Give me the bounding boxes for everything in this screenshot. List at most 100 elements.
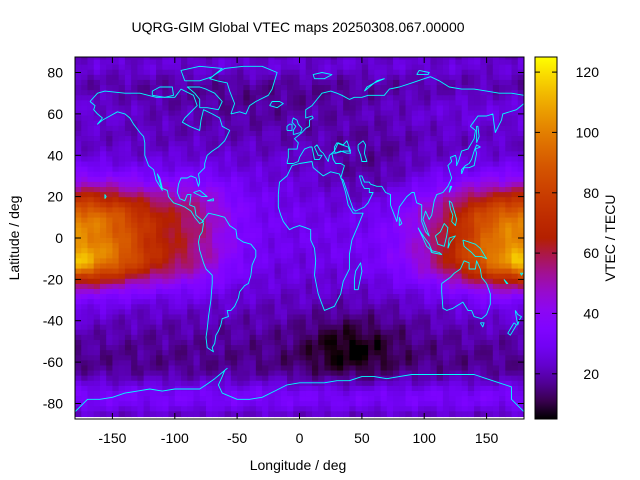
heatmap-cell (474, 365, 481, 372)
heatmap-cell (324, 401, 332, 407)
heatmap-cell (517, 125, 524, 132)
heatmap-cell (511, 222, 519, 229)
heatmap-cell (137, 263, 145, 270)
heatmap-cell (517, 176, 524, 183)
heatmap-cell (480, 212, 488, 219)
heatmap-cell (262, 166, 269, 173)
heatmap-cell (474, 115, 481, 122)
heatmap-cell (156, 390, 163, 397)
heatmap-cell (174, 268, 182, 275)
heatmap-cell (467, 385, 475, 392)
heatmap-cell (374, 151, 382, 158)
heatmap-cell (99, 136, 107, 142)
heatmap-cell (205, 57, 213, 61)
heatmap-cell (511, 130, 519, 137)
heatmap-cell (181, 299, 188, 305)
heatmap-cell (156, 105, 163, 112)
heatmap-cell (343, 212, 350, 219)
heatmap-cell (181, 176, 188, 183)
heatmap-cell (430, 319, 438, 326)
heatmap-cell (449, 278, 457, 285)
heatmap-cell (480, 396, 488, 402)
heatmap-cell (405, 181, 413, 188)
heatmap-cell (505, 125, 513, 132)
heatmap-cell (424, 161, 432, 168)
heatmap-cell (517, 95, 524, 101)
heatmap-cell (87, 304, 95, 310)
heatmap-cell (374, 222, 382, 229)
heatmap-cell (174, 278, 182, 285)
heatmap-cell (424, 299, 432, 305)
heatmap-cell (368, 115, 375, 122)
heatmap-cell (355, 161, 363, 168)
heatmap-cell (149, 288, 157, 295)
heatmap-cell (492, 309, 500, 316)
heatmap-cell (174, 324, 182, 331)
heatmap-cell (374, 380, 382, 387)
heatmap-cell (318, 396, 326, 402)
heatmap-cell (193, 273, 201, 280)
heatmap-cell (517, 59, 524, 66)
heatmap-cell (474, 110, 481, 117)
heatmap-cell (280, 57, 288, 61)
heatmap-cell (436, 283, 444, 290)
heatmap-cell (293, 319, 301, 326)
heatmap-cell (168, 396, 176, 402)
heatmap-cell (305, 232, 313, 239)
heatmap-cell (355, 314, 363, 321)
heatmap-cell (349, 350, 357, 356)
heatmap-cell (106, 396, 114, 402)
heatmap-cell (268, 232, 276, 239)
heatmap-cell (299, 187, 307, 193)
heatmap-cell (492, 151, 500, 158)
heatmap-cell (374, 365, 382, 372)
heatmap-cell (106, 192, 114, 198)
heatmap-cell (81, 278, 89, 285)
heatmap-cell (417, 283, 425, 290)
heatmap-cell (137, 120, 145, 127)
heatmap-cell (124, 329, 132, 336)
heatmap-cell (505, 59, 513, 66)
heatmap-cell (411, 151, 419, 158)
heatmap-cell (380, 309, 388, 316)
heatmap-cell (417, 334, 425, 341)
heatmap-cell (287, 401, 294, 407)
heatmap-cell (168, 136, 176, 142)
heatmap-cell (368, 309, 375, 316)
heatmap-cell (212, 100, 220, 107)
heatmap-cell (224, 345, 232, 351)
heatmap-cell (137, 319, 145, 326)
heatmap-cell (137, 365, 145, 372)
heatmap-cell (212, 385, 220, 392)
heatmap-cell (268, 243, 276, 249)
heatmap-cell (224, 176, 232, 183)
heatmap-cell (249, 314, 257, 321)
heatmap-cell (474, 263, 481, 270)
heatmap-cell (181, 314, 188, 321)
heatmap-cell (393, 370, 400, 377)
heatmap-cell (455, 136, 463, 142)
heatmap-cell (486, 212, 494, 219)
heatmap-cell (224, 299, 232, 305)
heatmap-cell (237, 370, 244, 377)
heatmap-cell (511, 238, 519, 244)
heatmap-cell (87, 176, 95, 183)
heatmap-cell (112, 329, 120, 336)
heatmap-cell (393, 151, 400, 158)
heatmap-cell (93, 360, 101, 367)
heatmap-cell (255, 370, 263, 377)
heatmap-cell (355, 79, 363, 86)
heatmap-cell (187, 360, 195, 367)
heatmap-cell (218, 304, 226, 310)
heatmap-cell (461, 273, 469, 280)
heatmap-cell (243, 69, 251, 76)
heatmap-cell (517, 390, 524, 397)
heatmap-cell (262, 59, 269, 66)
heatmap-cell (193, 90, 201, 96)
heatmap-cell (449, 110, 457, 117)
heatmap-cell (205, 283, 213, 290)
heatmap-cell (287, 375, 294, 382)
heatmap-cell (168, 329, 176, 336)
heatmap-cell (218, 299, 226, 305)
heatmap-cell (106, 288, 114, 295)
